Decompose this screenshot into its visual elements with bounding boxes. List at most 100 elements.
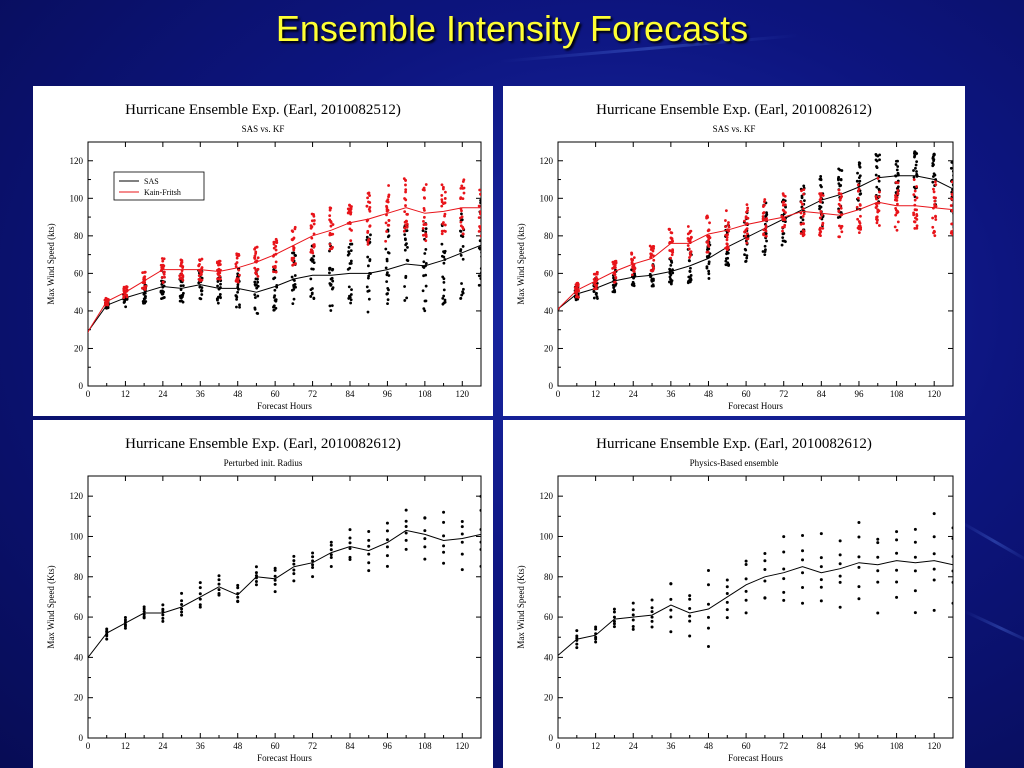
data-point [444,230,447,233]
data-point [725,608,729,612]
data-point [840,169,844,172]
data-point [743,230,746,234]
data-point [365,285,369,289]
data-point [311,551,315,555]
data-point [424,235,428,238]
data-point [764,224,768,228]
data-point [235,297,238,301]
data-point [557,420,560,422]
x-tick-label: 108 [890,389,904,399]
data-point [477,274,481,278]
data-point [744,563,748,567]
data-point [256,256,260,260]
data-point [857,555,861,559]
data-point [840,195,844,198]
chart-title: Hurricane Ensemble Exp. (Earl, 201008251… [125,102,401,118]
data-point [272,270,275,274]
data-point [592,289,596,293]
data-point [612,625,616,629]
data-point [328,214,332,218]
data-point [422,215,426,219]
data-point [763,200,766,203]
data-point [256,312,260,315]
data-point [309,258,313,262]
data-point [782,209,786,213]
data-point [744,559,748,563]
data-point [312,243,316,246]
data-point [386,287,390,290]
data-point [199,297,203,301]
data-point [952,212,953,214]
data-point [216,284,219,288]
data-point [367,538,371,542]
data-point [689,266,692,270]
y-tick-label: 60 [544,268,554,278]
data-point [459,197,462,200]
x-tick-label: 36 [196,389,206,399]
data-point [423,299,427,303]
data-point [385,554,389,558]
data-point [575,629,579,633]
data-point [105,627,109,631]
data-point [293,279,296,282]
data-point [726,223,730,227]
data-point [235,305,238,309]
data-point [856,196,860,200]
data-point [479,494,481,498]
data-point [612,619,616,623]
data-point [404,547,408,551]
data-point [386,292,389,295]
data-point [876,154,880,158]
data-point [442,550,446,554]
data-point [143,287,147,291]
data-point [857,520,861,524]
data-point [782,550,786,554]
data-point [291,302,295,306]
data-point [915,213,919,216]
data-point [404,204,407,207]
data-point [912,169,915,172]
legend-box [113,171,205,201]
data-point [612,610,616,614]
data-point [272,246,276,250]
data-point [799,232,803,235]
data-point [895,538,899,542]
data-point [727,221,730,224]
data-point [802,212,806,216]
data-point [180,607,184,611]
data-point [350,228,353,232]
data-point [745,203,749,207]
data-point [612,607,616,611]
data-point [875,185,879,189]
data-point [460,293,464,297]
data-point [837,235,841,239]
data-point [931,180,935,184]
data-point [348,546,352,550]
x-tick-label: 72 [779,389,788,399]
background-streak [964,610,1024,647]
x-tick-label: 36 [666,741,676,751]
data-point [893,198,897,202]
data-point [161,613,165,617]
data-point [650,615,654,619]
data-point [648,244,652,248]
data-point [291,251,294,255]
data-point [180,259,184,262]
data-point [479,210,481,214]
data-point [839,178,843,181]
y-tick-label: 20 [74,693,84,703]
data-point [915,170,918,173]
data-point [330,246,334,250]
data-point [895,595,899,599]
data-point [273,574,277,578]
data-point [328,304,332,308]
data-point [819,556,823,560]
x-tick-label: 72 [779,741,788,751]
data-point [459,216,462,220]
data-point [934,180,937,184]
data-point [423,529,427,533]
data-point [650,252,653,256]
data-point [801,202,804,206]
data-point [894,194,897,197]
data-point [894,159,898,163]
